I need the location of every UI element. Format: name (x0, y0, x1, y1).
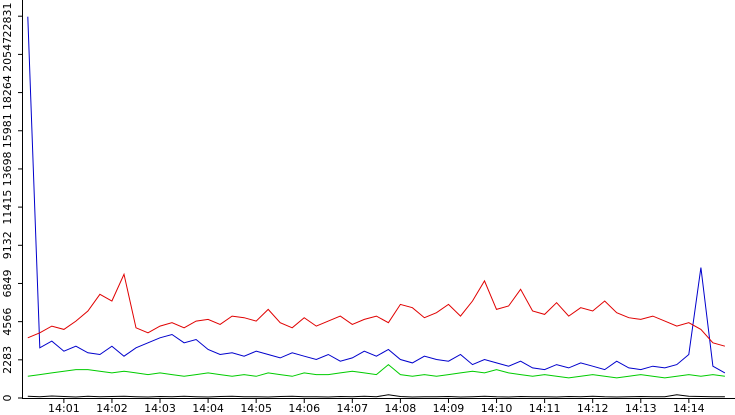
y-tick-label: 4566 (1, 308, 14, 336)
x-tick-label: 14:07 (336, 402, 368, 415)
x-tick-label: 14:08 (385, 402, 417, 415)
x-tick-label: 14:02 (96, 402, 128, 415)
y-tick-label: 18264 (1, 75, 14, 110)
x-tick-label: 14:13 (625, 402, 657, 415)
x-tick-label: 14:10 (481, 402, 513, 415)
x-tick-label: 14:03 (144, 402, 176, 415)
x-tick-label: 14:11 (529, 402, 561, 415)
series-line (27, 394, 725, 398)
x-tick-label: 14:09 (433, 402, 465, 415)
series-line (27, 16, 726, 374)
x-tick-label: 14:04 (192, 402, 224, 415)
y-tick-label: 2283 (1, 346, 14, 374)
x-tick-label: 14:14 (673, 402, 705, 415)
x-tick-label: 14:05 (240, 402, 272, 415)
y-tick-label: 0 (1, 395, 14, 402)
y-tick-label: 11415 (1, 190, 14, 225)
y-tick-label: 13698 (1, 151, 14, 186)
x-tick-label: 14:01 (48, 402, 80, 415)
y-tick-label: 6849 (1, 269, 14, 297)
series-line (27, 363, 725, 379)
y-tick-label: 22831 (1, 3, 14, 38)
y-tick-label: 9132 (1, 231, 14, 259)
y-tick-label: 15981 (1, 113, 14, 148)
series-line (27, 272, 726, 347)
x-tick-label: 14:12 (577, 402, 609, 415)
y-tick-label: 20547 (1, 37, 14, 72)
x-tick-label: 14:06 (288, 402, 320, 415)
